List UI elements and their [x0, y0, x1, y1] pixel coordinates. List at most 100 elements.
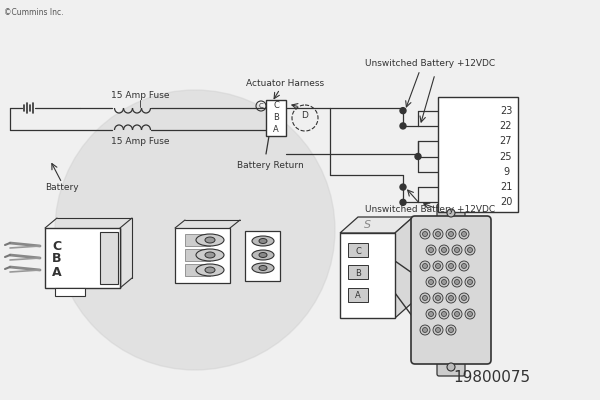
- Circle shape: [428, 248, 433, 252]
- Circle shape: [433, 261, 443, 271]
- Text: 9: 9: [503, 167, 509, 177]
- Circle shape: [428, 280, 433, 284]
- Bar: [45, 228, 120, 288]
- Circle shape: [426, 277, 436, 287]
- Text: D: D: [302, 110, 308, 120]
- Ellipse shape: [252, 236, 274, 246]
- Bar: [245, 231, 280, 281]
- Text: 20: 20: [500, 197, 512, 207]
- FancyBboxPatch shape: [437, 358, 465, 376]
- Circle shape: [400, 184, 406, 190]
- Circle shape: [467, 280, 473, 284]
- Circle shape: [436, 232, 440, 236]
- Circle shape: [442, 280, 446, 284]
- Text: ©Cummins Inc.: ©Cummins Inc.: [4, 8, 64, 17]
- Circle shape: [452, 277, 462, 287]
- Ellipse shape: [252, 263, 274, 273]
- Circle shape: [461, 296, 467, 300]
- Ellipse shape: [252, 250, 274, 260]
- Ellipse shape: [205, 237, 215, 243]
- Circle shape: [436, 296, 440, 300]
- Text: C: C: [259, 103, 263, 109]
- Circle shape: [446, 229, 456, 239]
- Circle shape: [439, 309, 449, 319]
- Ellipse shape: [259, 238, 267, 244]
- Bar: [175, 228, 230, 283]
- Ellipse shape: [196, 249, 224, 261]
- Circle shape: [461, 232, 467, 236]
- Ellipse shape: [259, 266, 267, 270]
- Polygon shape: [340, 217, 413, 233]
- Circle shape: [433, 293, 443, 303]
- Bar: [340, 233, 395, 318]
- Circle shape: [449, 232, 454, 236]
- Ellipse shape: [205, 267, 215, 273]
- Circle shape: [455, 312, 460, 316]
- Circle shape: [420, 261, 430, 271]
- Bar: [348, 288, 368, 302]
- Text: B: B: [52, 252, 62, 264]
- Circle shape: [442, 312, 446, 316]
- Ellipse shape: [259, 252, 267, 258]
- Text: 22: 22: [500, 121, 512, 131]
- Circle shape: [465, 245, 475, 255]
- Circle shape: [461, 264, 467, 268]
- Circle shape: [400, 199, 406, 205]
- Text: A: A: [52, 266, 62, 278]
- Circle shape: [433, 229, 443, 239]
- Circle shape: [446, 261, 456, 271]
- Circle shape: [449, 328, 454, 332]
- Text: A: A: [273, 126, 279, 134]
- Circle shape: [422, 296, 427, 300]
- Circle shape: [467, 312, 473, 316]
- Circle shape: [455, 248, 460, 252]
- Circle shape: [446, 325, 456, 335]
- Text: Unswitched Battery +12VDC: Unswitched Battery +12VDC: [365, 206, 495, 214]
- Ellipse shape: [196, 264, 224, 276]
- Text: 21: 21: [500, 182, 512, 192]
- Ellipse shape: [196, 234, 224, 246]
- Circle shape: [449, 264, 454, 268]
- Circle shape: [426, 309, 436, 319]
- Circle shape: [465, 309, 475, 319]
- Text: C: C: [52, 240, 62, 252]
- Bar: [438, 97, 518, 212]
- Text: 15 Amp Fuse: 15 Amp Fuse: [111, 92, 169, 100]
- Text: Battery Return: Battery Return: [236, 160, 304, 170]
- Circle shape: [55, 90, 335, 370]
- Bar: [55, 288, 85, 296]
- Text: B: B: [273, 114, 279, 122]
- Circle shape: [400, 108, 406, 114]
- Text: 15 Amp Fuse: 15 Amp Fuse: [111, 136, 169, 146]
- Circle shape: [420, 229, 430, 239]
- Circle shape: [452, 245, 462, 255]
- Circle shape: [446, 293, 456, 303]
- Circle shape: [420, 325, 430, 335]
- Circle shape: [400, 123, 406, 129]
- Circle shape: [467, 248, 473, 252]
- Bar: [185, 249, 210, 261]
- Ellipse shape: [205, 252, 215, 258]
- Text: 27: 27: [500, 136, 512, 146]
- Circle shape: [436, 264, 440, 268]
- Circle shape: [436, 328, 440, 332]
- Circle shape: [420, 293, 430, 303]
- Bar: [185, 264, 210, 276]
- Text: 25: 25: [500, 152, 512, 162]
- Circle shape: [415, 154, 421, 160]
- Circle shape: [439, 245, 449, 255]
- Circle shape: [459, 261, 469, 271]
- Circle shape: [465, 277, 475, 287]
- Text: B: B: [355, 268, 361, 278]
- Text: 23: 23: [500, 106, 512, 116]
- Text: C: C: [273, 102, 279, 110]
- Text: S: S: [364, 220, 371, 230]
- Circle shape: [447, 209, 455, 217]
- Text: 19800075: 19800075: [454, 370, 530, 385]
- Circle shape: [449, 296, 454, 300]
- Circle shape: [442, 248, 446, 252]
- Circle shape: [459, 229, 469, 239]
- Circle shape: [433, 325, 443, 335]
- Text: Battery: Battery: [45, 184, 79, 192]
- Circle shape: [422, 232, 427, 236]
